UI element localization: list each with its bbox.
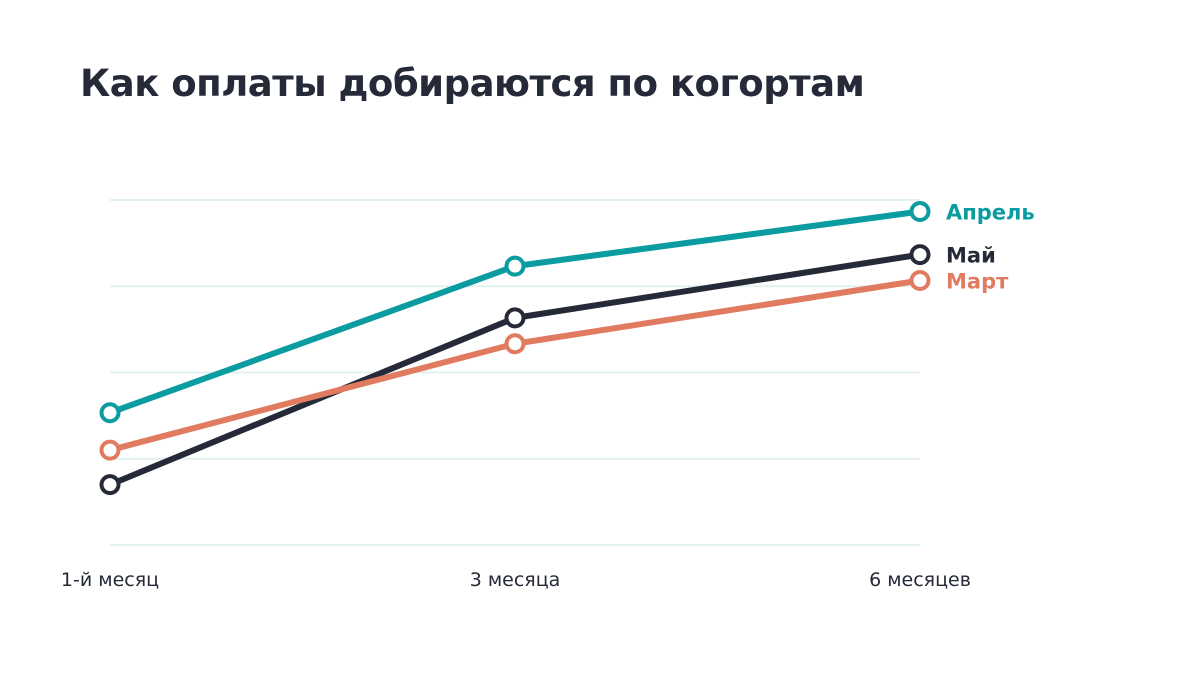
point-0-1 (504, 255, 526, 277)
point-1-1 (504, 307, 526, 329)
x-tick-label-1: 3 месяца (470, 569, 561, 591)
series-markers (99, 201, 931, 496)
series-line-2 (107, 277, 923, 454)
grid-lines (110, 199, 920, 546)
x-tick-label-0: 1-й месяц (61, 569, 159, 591)
point-1-2 (909, 244, 931, 266)
point-1-0 (99, 474, 121, 496)
point-2-2 (909, 270, 931, 291)
x-axis-ticks: 1-й месяц 3 месяца 6 месяцев (61, 569, 971, 591)
point-0-2 (909, 201, 931, 222)
series-label-0: Апрель (946, 201, 1035, 225)
point-0-0 (99, 402, 121, 424)
series-label-1: Май (946, 244, 996, 268)
x-tick-label-2: 6 месяцев (869, 569, 971, 591)
chart-title: Как оплаты добираются по когортам (80, 62, 865, 105)
point-2-1 (504, 333, 526, 355)
series-label-2: Март (946, 270, 1009, 294)
point-2-0 (99, 439, 121, 461)
